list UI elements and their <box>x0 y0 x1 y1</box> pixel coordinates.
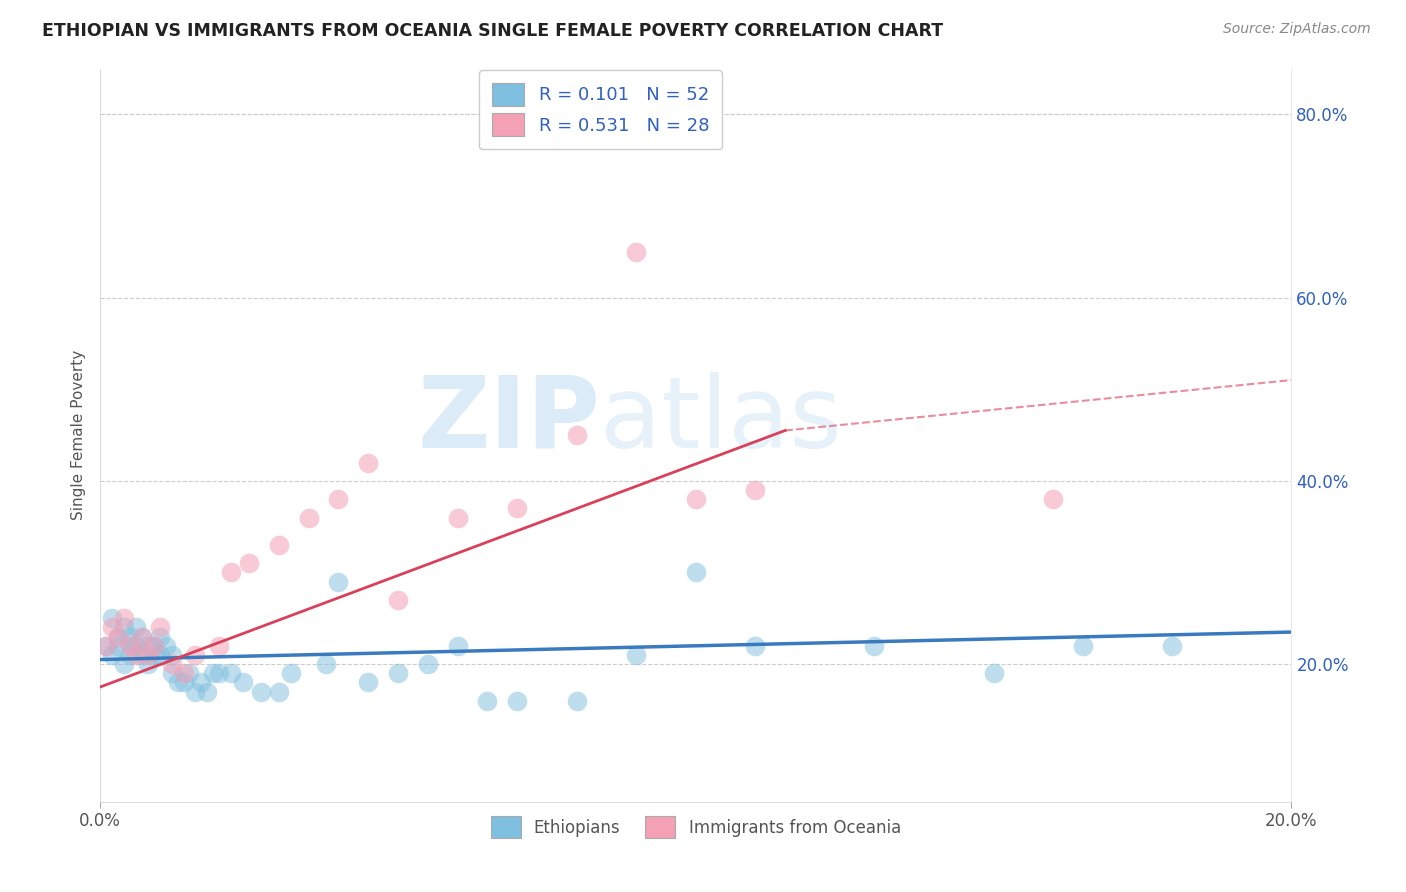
Y-axis label: Single Female Poverty: Single Female Poverty <box>72 350 86 520</box>
Point <box>101 611 124 625</box>
Point <box>173 666 195 681</box>
Point <box>1071 639 1094 653</box>
Point <box>118 630 141 644</box>
Legend: Ethiopians, Immigrants from Oceania: Ethiopians, Immigrants from Oceania <box>484 810 908 845</box>
Point <box>250 684 273 698</box>
Point <box>131 630 153 644</box>
Point <box>328 492 350 507</box>
Point <box>149 648 172 662</box>
Point <box>297 510 319 524</box>
Point <box>131 648 153 662</box>
Point <box>477 694 499 708</box>
Point <box>280 666 302 681</box>
Point <box>173 675 195 690</box>
Text: ETHIOPIAN VS IMMIGRANTS FROM OCEANIA SINGLE FEMALE POVERTY CORRELATION CHART: ETHIOPIAN VS IMMIGRANTS FROM OCEANIA SIN… <box>42 22 943 40</box>
Point <box>118 648 141 662</box>
Point <box>744 639 766 653</box>
Point <box>125 639 148 653</box>
Text: ZIP: ZIP <box>418 372 600 469</box>
Point <box>267 684 290 698</box>
Point <box>184 684 207 698</box>
Point <box>202 666 225 681</box>
Point <box>267 538 290 552</box>
Point <box>565 694 588 708</box>
Point <box>446 639 468 653</box>
Point <box>208 666 231 681</box>
Point <box>155 639 177 653</box>
Point <box>685 492 707 507</box>
Point <box>107 639 129 653</box>
Point <box>1042 492 1064 507</box>
Point <box>160 648 183 662</box>
Point <box>232 675 254 690</box>
Point <box>107 630 129 644</box>
Point <box>506 694 529 708</box>
Point <box>626 244 648 259</box>
Point <box>416 657 439 672</box>
Point <box>1161 639 1184 653</box>
Point <box>142 639 165 653</box>
Point <box>195 684 218 698</box>
Point <box>94 639 117 653</box>
Point <box>219 566 242 580</box>
Point <box>142 639 165 653</box>
Point <box>357 675 380 690</box>
Point <box>149 620 172 634</box>
Point <box>190 675 212 690</box>
Point <box>328 574 350 589</box>
Point <box>387 593 409 607</box>
Point <box>744 483 766 497</box>
Point <box>863 639 886 653</box>
Point <box>112 611 135 625</box>
Point <box>107 630 129 644</box>
Text: Source: ZipAtlas.com: Source: ZipAtlas.com <box>1223 22 1371 37</box>
Point <box>506 501 529 516</box>
Point <box>136 639 159 653</box>
Point <box>125 648 148 662</box>
Point <box>118 639 141 653</box>
Point <box>125 620 148 634</box>
Point <box>101 620 124 634</box>
Point <box>112 620 135 634</box>
Point <box>149 630 172 644</box>
Point <box>136 657 159 672</box>
Point <box>166 675 188 690</box>
Point <box>112 657 135 672</box>
Point <box>685 566 707 580</box>
Point <box>565 428 588 442</box>
Point <box>160 666 183 681</box>
Point <box>208 639 231 653</box>
Point <box>94 639 117 653</box>
Point <box>315 657 337 672</box>
Point <box>357 456 380 470</box>
Point <box>142 648 165 662</box>
Point <box>160 657 183 672</box>
Point <box>219 666 242 681</box>
Text: atlas: atlas <box>600 372 842 469</box>
Point <box>238 557 260 571</box>
Point <box>136 648 159 662</box>
Point <box>626 648 648 662</box>
Point <box>118 639 141 653</box>
Point <box>983 666 1005 681</box>
Point <box>179 666 201 681</box>
Point <box>131 630 153 644</box>
Point <box>101 648 124 662</box>
Point <box>184 648 207 662</box>
Point <box>387 666 409 681</box>
Point <box>446 510 468 524</box>
